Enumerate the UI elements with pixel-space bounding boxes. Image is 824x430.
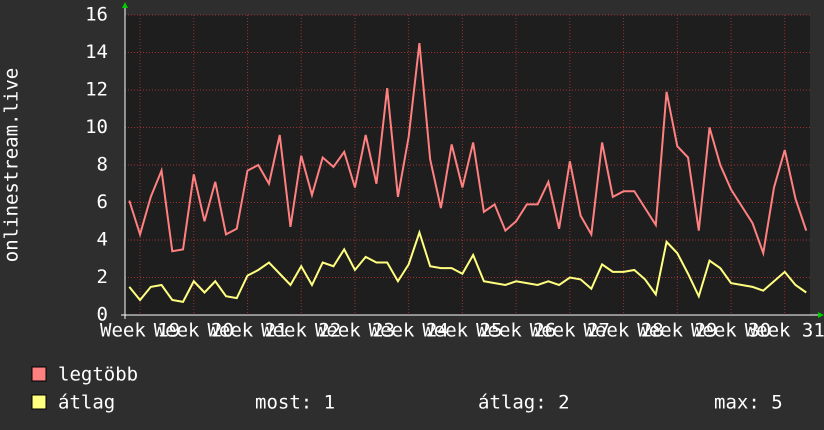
y-tick-label: 16 [85,4,108,26]
series-line [128,43,808,258]
y-tick-label: 4 [97,229,108,251]
y-tick-label: 8 [97,154,108,176]
x-tick-label: Week 23 [315,320,395,342]
y-axis-label: onlinestream.live [1,68,23,262]
y-tick-label: 0 [97,304,108,326]
x-tick-label: Week 30 [691,320,771,342]
y-tick-label: 14 [85,41,108,63]
y-tick-label: 12 [85,79,108,101]
x-tick-label: Week 28 [584,320,664,342]
y-tick-label: 6 [97,191,108,213]
x-tick-label: Week 22 [261,320,341,342]
x-tick-label: Week 29 [637,320,717,342]
y-tick-label: 2 [97,266,108,288]
x-tick-label: Week 20 [154,320,234,342]
axis-arrow [818,312,824,318]
legend-swatch [31,366,47,382]
legend-swatch [31,394,47,410]
legend-stat: átlag: 2 [478,392,570,414]
x-tick-label: Week 26 [476,320,556,342]
y-tick-label: 10 [85,116,108,138]
x-tick-label: Week 24 [369,320,449,342]
legend-label: legtöbb [58,364,138,386]
x-tick-label: Week 27 [530,320,610,342]
legend-stat: max: 5 [714,392,783,414]
axis-arrow [122,2,128,8]
legend-label: átlag [58,392,115,414]
series-line [128,229,807,303]
x-tick-label: Week 21 [207,320,287,342]
legend-stat: most: 1 [255,392,335,414]
x-tick-label: Week 25 [422,320,502,342]
x-tick-label: Week 31 [745,320,824,342]
x-tick-label: Week 19 [100,320,180,342]
